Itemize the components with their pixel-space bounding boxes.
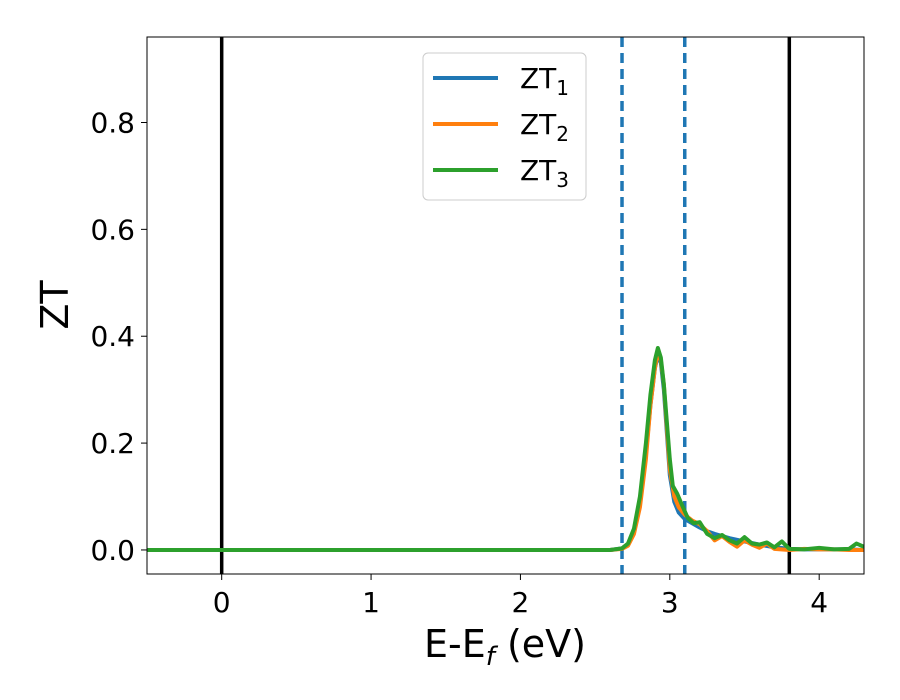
x-tick-label-0: 0 bbox=[213, 586, 231, 619]
x-tick-label-1: 1 bbox=[362, 586, 380, 619]
x-axis-label-main: E-E bbox=[424, 622, 486, 666]
plot-frame bbox=[146, 36, 865, 575]
legend-label-1: ZT1 bbox=[520, 62, 569, 100]
legend-label-3: ZT3 bbox=[520, 154, 569, 192]
y-tick-label-1: 0.2 bbox=[90, 427, 135, 460]
x-axis-label-unit: (eV) bbox=[495, 622, 586, 666]
series-line-3 bbox=[147, 345, 864, 552]
legend-box bbox=[422, 52, 587, 201]
y-tick-label-0: 0.0 bbox=[90, 534, 135, 567]
y-tick-label-4: 0.8 bbox=[90, 106, 135, 139]
x-tick-label-3: 3 bbox=[661, 586, 679, 619]
y-tick-label-3: 0.6 bbox=[90, 213, 135, 246]
x-axis-label: E-Ef (eV) bbox=[424, 622, 586, 672]
legend: ZT1 ZT2 ZT3 bbox=[422, 52, 587, 201]
x-tick-label-2: 2 bbox=[512, 586, 530, 619]
y-tick-label-2: 0.4 bbox=[90, 320, 135, 353]
y-axis-label: ZT bbox=[33, 280, 77, 330]
x-tick-label-4: 4 bbox=[810, 586, 828, 619]
legend-label-2: ZT2 bbox=[520, 108, 569, 146]
